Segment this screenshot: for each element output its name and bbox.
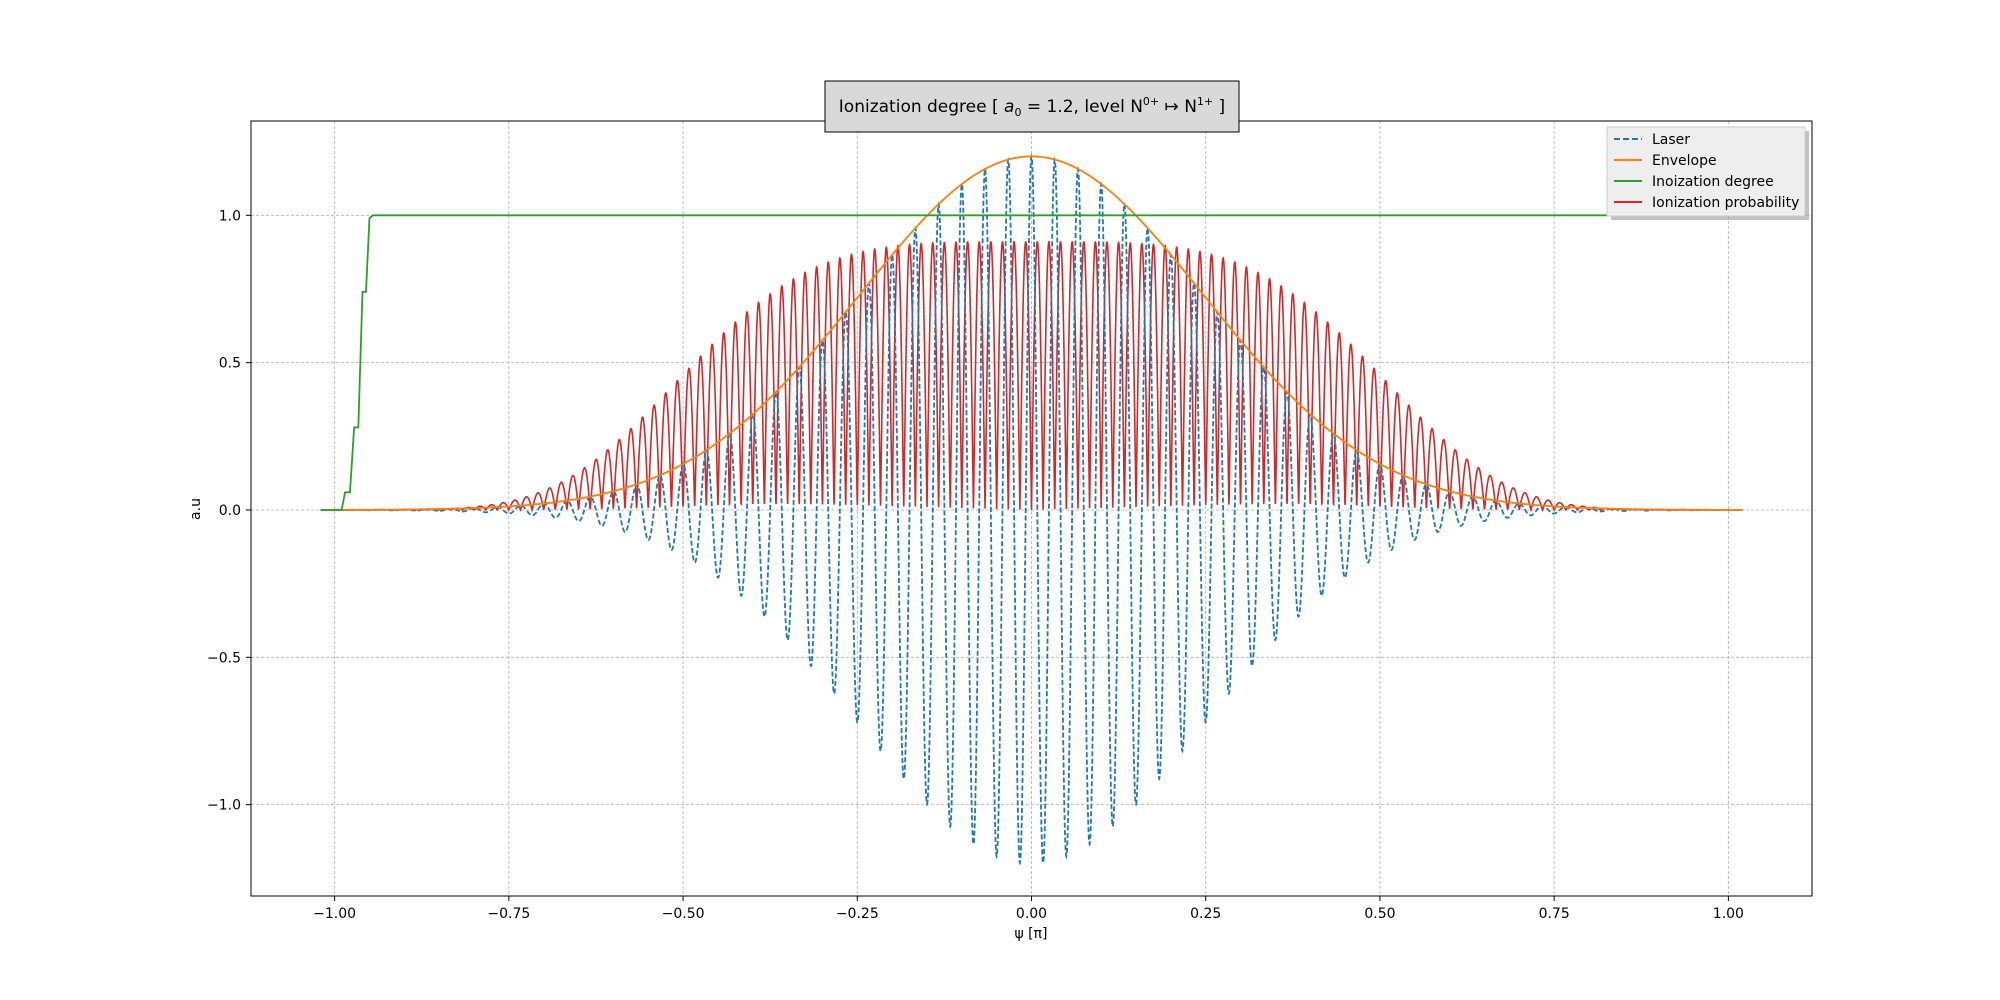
legend-entry-ionization-degree: Inoization degree: [1614, 174, 1774, 190]
x-tick-label: −1.00: [313, 906, 356, 922]
legend-label-ionization-probability: Ionization probability: [1652, 195, 1799, 211]
x-axis-label: ψ [π]: [1014, 926, 1047, 942]
x-tick-label: −0.75: [487, 906, 530, 922]
x-tick-label: −0.50: [662, 906, 705, 922]
x-tick-label: 1.00: [1713, 906, 1744, 922]
x-tick-label: −0.25: [836, 906, 879, 922]
y-tick-label: −1.0: [207, 798, 241, 814]
chart-title-box: Ionization degree [ a0 = 1.2, level N0+ …: [824, 80, 1240, 133]
y-axis-label: a.u: [188, 498, 204, 520]
legend-entry-ionization-probability: Ionization probability: [1614, 195, 1799, 211]
y-tick-label: 1.0: [219, 208, 241, 224]
series-ionization-degree: [320, 214, 1743, 511]
legend-label-laser: Laser: [1652, 132, 1690, 148]
x-tick-label: 0.50: [1364, 906, 1395, 922]
y-tick-label: 0.5: [219, 356, 241, 372]
x-axis-ticks: −1.00 −0.75 −0.50 −0.25 0.00 0.25 0.50 0.75 1.00: [313, 896, 1744, 922]
legend-label-ionization-degree: Inoization degree: [1652, 174, 1774, 190]
legend: Laser Envelope Inoization degree Ionizat…: [1606, 126, 1809, 220]
legend-entry-envelope: Envelope: [1614, 153, 1717, 169]
chart-title: Ionization degree [ a0 = 1.2, level N0+ …: [839, 95, 1225, 119]
series-lines: [320, 153, 1743, 866]
y-tick-label: −0.5: [207, 650, 241, 666]
y-tick-label: 0.0: [219, 503, 241, 519]
x-tick-label: 0.75: [1539, 906, 1570, 922]
legend-label-envelope: Envelope: [1652, 153, 1717, 169]
series-ionization-probability: [320, 240, 1743, 513]
y-axis-ticks: −1.0 −0.5 0.0 0.5 1.0: [207, 208, 251, 814]
series-envelope: [320, 155, 1743, 511]
legend-entry-laser: Laser: [1614, 132, 1690, 148]
x-tick-label: 0.00: [1016, 906, 1047, 922]
x-tick-label: 0.25: [1190, 906, 1221, 922]
